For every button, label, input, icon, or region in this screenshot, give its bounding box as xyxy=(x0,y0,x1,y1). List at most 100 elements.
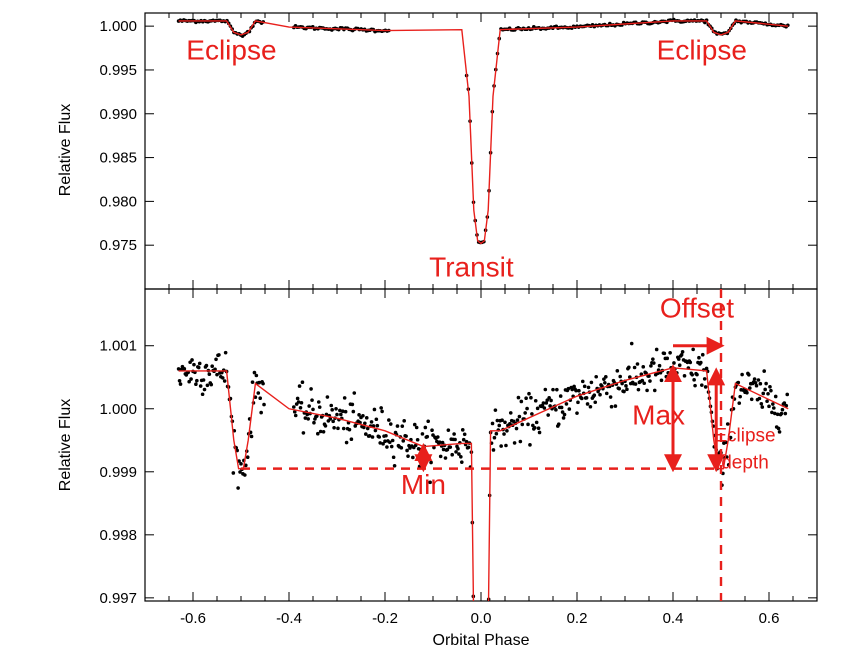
data-point xyxy=(500,418,504,422)
data-point xyxy=(542,406,547,410)
data-point xyxy=(395,424,400,428)
annotation-label: Min xyxy=(401,469,446,500)
data-point xyxy=(330,408,335,412)
data-point xyxy=(445,447,450,452)
data-point xyxy=(695,372,699,377)
data-point xyxy=(412,422,417,427)
data-point xyxy=(454,450,458,454)
data-point xyxy=(493,408,498,412)
data-point xyxy=(177,378,182,383)
data-point xyxy=(399,446,404,450)
data-point xyxy=(560,410,565,414)
model-line xyxy=(178,20,789,245)
data-point xyxy=(588,404,593,409)
data-point xyxy=(657,363,662,368)
data-point xyxy=(446,428,451,432)
data-point xyxy=(318,429,323,434)
data-point xyxy=(703,385,708,389)
data-point xyxy=(517,414,522,419)
data-point xyxy=(580,396,584,401)
data-point xyxy=(450,452,455,457)
data-point xyxy=(381,442,385,446)
data-point xyxy=(420,432,425,436)
data-point xyxy=(526,422,530,427)
data-point xyxy=(652,361,656,365)
data-point xyxy=(622,389,626,394)
annotation-label: Transit xyxy=(429,252,514,283)
data-point xyxy=(628,375,632,379)
data-point xyxy=(675,371,679,375)
data-point xyxy=(640,378,645,383)
data-point xyxy=(541,401,546,405)
ytick-label: 0.990 xyxy=(99,106,137,123)
data-point xyxy=(237,459,241,463)
data-point xyxy=(524,396,528,401)
data-point xyxy=(236,486,240,490)
data-point xyxy=(754,383,759,388)
data-point xyxy=(636,387,641,392)
data-point xyxy=(782,401,787,405)
data-point xyxy=(321,430,326,434)
data-point xyxy=(357,413,361,417)
data-point xyxy=(464,439,469,444)
data-point xyxy=(768,385,772,389)
data-point xyxy=(404,434,408,438)
data-point xyxy=(697,355,701,360)
data-point xyxy=(593,400,598,405)
data-point xyxy=(490,421,495,426)
top-plot-area xyxy=(176,17,790,245)
data-point xyxy=(316,431,320,436)
data-point xyxy=(261,381,265,386)
data-point xyxy=(428,480,432,485)
data-point xyxy=(504,443,508,448)
data-point xyxy=(589,380,594,385)
data-point xyxy=(335,412,339,417)
data-point xyxy=(665,356,670,361)
data-point xyxy=(534,420,539,425)
data-point xyxy=(344,440,349,445)
data-point xyxy=(654,347,659,352)
data-point xyxy=(370,435,375,439)
data-point xyxy=(329,403,334,408)
ytick-label: 0.998 xyxy=(99,527,137,544)
ytick-label: 0.995 xyxy=(99,62,137,79)
data-point xyxy=(231,471,236,475)
data-point xyxy=(388,422,393,426)
data-point xyxy=(648,379,652,383)
data-point xyxy=(384,433,388,438)
data-point xyxy=(343,409,348,414)
data-point xyxy=(515,418,520,422)
data-point xyxy=(603,380,607,385)
data-point xyxy=(604,391,609,396)
data-point xyxy=(680,350,685,354)
data-point xyxy=(220,376,225,380)
data-point xyxy=(466,445,471,450)
data-point xyxy=(459,454,463,459)
data-point xyxy=(305,412,310,417)
data-point xyxy=(627,365,631,370)
data-point xyxy=(577,388,581,393)
data-point xyxy=(503,420,507,425)
bottom-axis-ticks: 0.997 0.998 0.999 1.000 1.001 -0.6 -0.4 -0.2 0.0… xyxy=(99,289,818,627)
data-point xyxy=(775,412,780,417)
data-point xyxy=(400,424,405,428)
data-point xyxy=(239,462,243,466)
data-point xyxy=(763,387,767,392)
data-point xyxy=(556,422,561,427)
data-point xyxy=(561,416,566,420)
data-point xyxy=(679,353,684,357)
data-point xyxy=(315,414,319,418)
data-point xyxy=(759,401,764,406)
data-point xyxy=(527,391,531,396)
data-point xyxy=(414,425,419,430)
data-point xyxy=(576,400,580,405)
data-point xyxy=(651,357,655,361)
data-point xyxy=(566,386,571,391)
data-point xyxy=(677,363,682,367)
data-point xyxy=(676,357,681,361)
data-point xyxy=(771,402,775,406)
data-point xyxy=(339,412,343,417)
data-point xyxy=(564,402,569,406)
data-point xyxy=(392,463,397,468)
data-point xyxy=(316,400,321,404)
